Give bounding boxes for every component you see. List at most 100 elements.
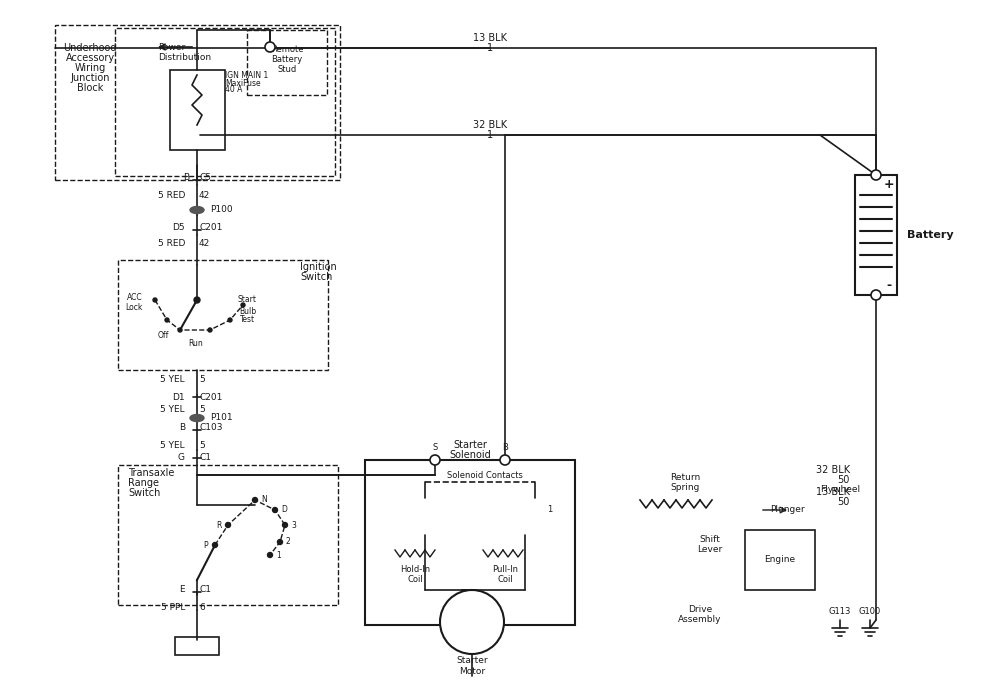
Text: 5 PPL: 5 PPL: [161, 602, 185, 611]
Text: Hold-In: Hold-In: [400, 565, 430, 574]
Text: R: R: [217, 521, 222, 530]
Text: B: B: [179, 423, 185, 432]
Text: Transaxle: Transaxle: [128, 468, 175, 478]
Text: Block: Block: [77, 83, 103, 93]
Circle shape: [226, 523, 231, 528]
Text: IGN MAIN 1: IGN MAIN 1: [225, 71, 268, 80]
Text: Starter
Motor: Starter Motor: [456, 657, 488, 676]
Text: 1: 1: [487, 43, 493, 53]
Text: C1: C1: [199, 453, 211, 462]
Text: Switch: Switch: [128, 488, 160, 498]
Bar: [365, 460, 575, 625]
Text: Battery: Battery: [272, 56, 302, 64]
Text: ACC: ACC: [128, 294, 143, 303]
Bar: [170, 70, 225, 150]
Text: 50: 50: [838, 497, 850, 507]
Bar: [745, 530, 815, 590]
Text: 5 RED: 5 RED: [158, 191, 185, 200]
Text: Lock: Lock: [126, 303, 143, 313]
Text: 2: 2: [286, 538, 290, 547]
Text: Distribution: Distribution: [158, 53, 211, 62]
Text: Shift: Shift: [699, 536, 720, 545]
Circle shape: [252, 497, 257, 503]
Text: C1: C1: [199, 585, 211, 595]
Circle shape: [500, 455, 510, 465]
Text: P100: P100: [210, 206, 232, 215]
Ellipse shape: [190, 414, 204, 421]
Text: S: S: [433, 444, 438, 453]
Text: 13 BLK: 13 BLK: [816, 487, 850, 497]
Text: M: M: [457, 605, 467, 615]
Text: G100: G100: [859, 608, 881, 617]
Circle shape: [165, 318, 169, 322]
Circle shape: [213, 543, 218, 547]
Text: G: G: [178, 453, 185, 462]
Text: 1: 1: [487, 130, 493, 140]
Text: Switch: Switch: [300, 272, 333, 282]
Text: Power: Power: [158, 43, 185, 53]
Text: 32 BLK: 32 BLK: [816, 465, 850, 475]
Circle shape: [273, 508, 278, 512]
Circle shape: [194, 207, 200, 213]
Text: 5 YEL: 5 YEL: [160, 440, 185, 449]
Text: Range: Range: [128, 478, 159, 488]
Text: 6: 6: [199, 602, 205, 611]
Text: MaxiFuse: MaxiFuse: [225, 78, 261, 88]
Text: Plunger: Plunger: [770, 506, 804, 514]
Text: Underhood: Underhood: [63, 43, 117, 53]
Text: Lever: Lever: [697, 545, 723, 554]
Text: D1: D1: [173, 392, 185, 401]
Text: C201: C201: [199, 224, 223, 233]
Circle shape: [228, 318, 232, 322]
Text: Flywheel: Flywheel: [820, 486, 860, 495]
Text: Coil: Coil: [497, 576, 513, 584]
Text: 42: 42: [199, 239, 210, 248]
Circle shape: [871, 290, 881, 300]
Text: 32 BLK: 32 BLK: [473, 120, 507, 130]
Text: Start: Start: [237, 296, 256, 305]
Text: N: N: [261, 495, 267, 504]
Text: P: P: [203, 541, 208, 549]
Circle shape: [178, 328, 182, 332]
Text: 50: 50: [838, 475, 850, 485]
Text: 3: 3: [291, 521, 296, 530]
Text: Solenoid Contacts: Solenoid Contacts: [447, 471, 523, 480]
Circle shape: [194, 297, 200, 303]
Text: D5: D5: [173, 224, 185, 233]
Text: 5: 5: [199, 375, 205, 384]
Text: Assembly: Assembly: [678, 615, 722, 624]
Bar: [55, 25, 340, 180]
Text: 13 BLK: 13 BLK: [473, 33, 507, 43]
Bar: [115, 28, 335, 176]
Text: C5: C5: [199, 174, 211, 182]
Text: D: D: [281, 506, 286, 514]
Text: 5: 5: [199, 405, 205, 414]
Text: Wiring: Wiring: [75, 63, 106, 73]
Text: 5 YEL: 5 YEL: [160, 405, 185, 414]
Text: Spring: Spring: [670, 482, 699, 491]
Circle shape: [871, 170, 881, 180]
Text: Ignition: Ignition: [300, 262, 336, 272]
Text: -: -: [887, 279, 892, 292]
Circle shape: [153, 298, 157, 302]
Text: 5: 5: [199, 440, 205, 449]
Text: 5 YEL: 5 YEL: [160, 375, 185, 384]
Text: Stud: Stud: [278, 65, 296, 75]
Text: Bulb: Bulb: [239, 307, 257, 316]
Text: 1: 1: [547, 506, 552, 514]
Text: Return: Return: [670, 473, 700, 482]
Ellipse shape: [190, 206, 204, 213]
Circle shape: [268, 552, 273, 558]
Circle shape: [241, 303, 245, 307]
Text: 5 RED: 5 RED: [158, 239, 185, 248]
Text: E: E: [180, 585, 185, 595]
Text: 42: 42: [199, 191, 210, 200]
Text: C103: C103: [199, 423, 223, 432]
Text: Drive: Drive: [688, 606, 712, 615]
Text: Test: Test: [240, 316, 256, 324]
Circle shape: [208, 328, 212, 332]
Text: Run: Run: [188, 338, 203, 348]
Text: Starter: Starter: [453, 440, 487, 450]
Text: Pull-In: Pull-In: [492, 565, 518, 574]
Bar: [855, 175, 897, 295]
